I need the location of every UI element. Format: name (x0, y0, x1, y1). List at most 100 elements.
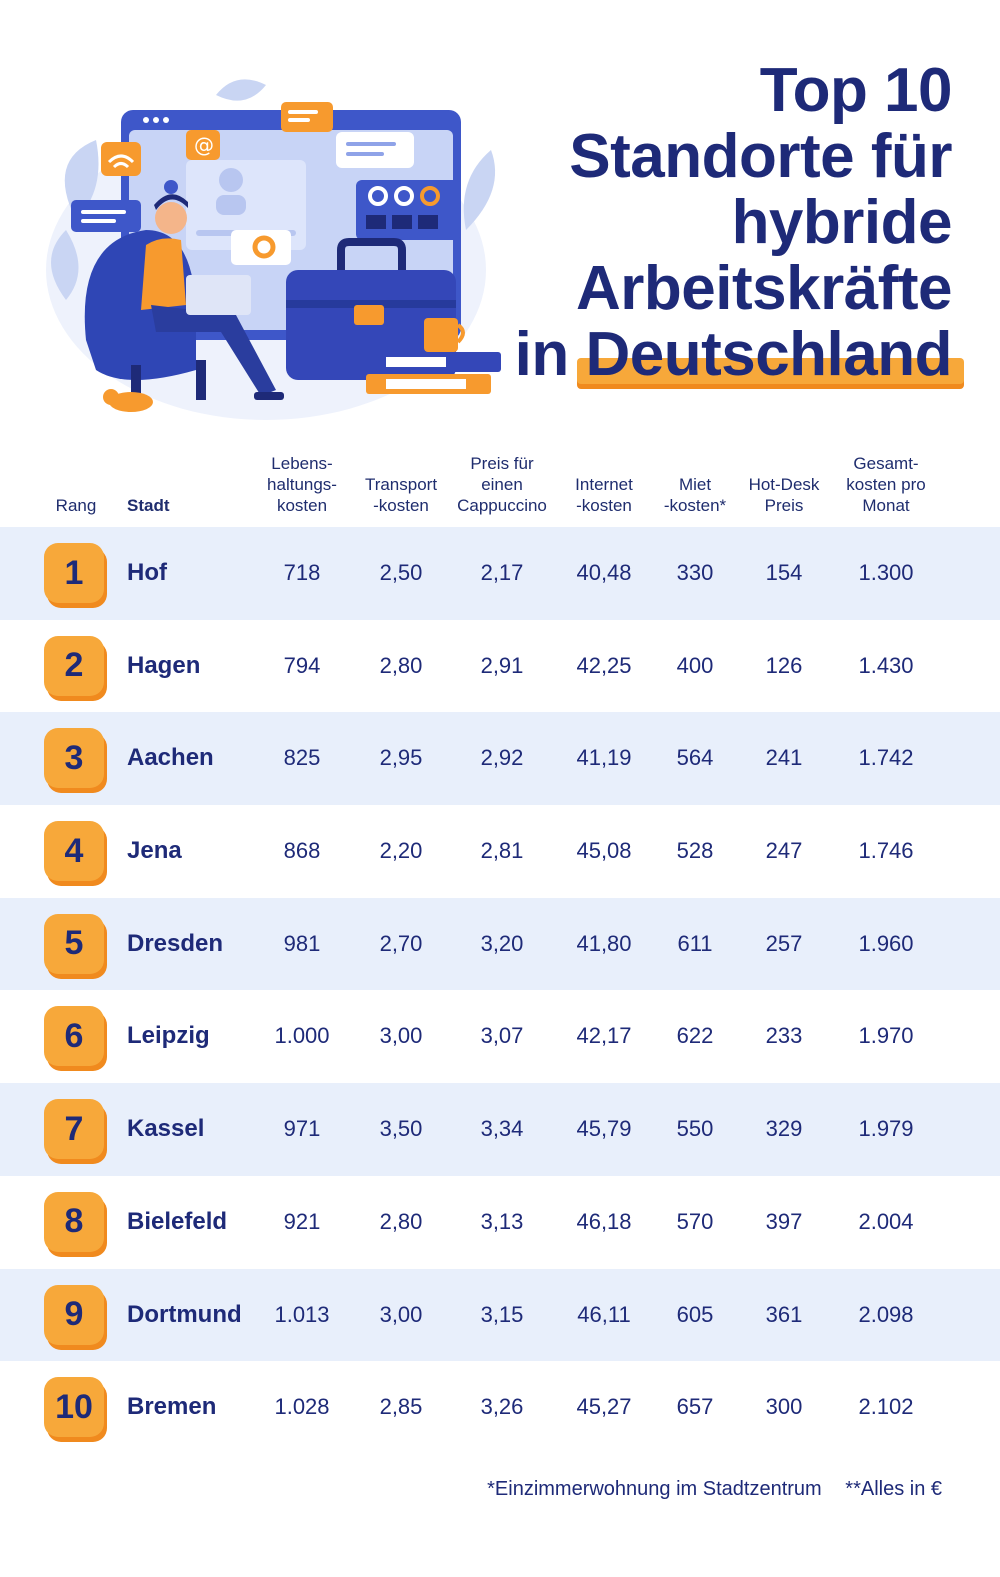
cell-miete: 657 (676, 1394, 714, 1420)
table-row: 8 Bielefeld 921 2,80 3,13 46,18 570 397 … (0, 1176, 1000, 1269)
city-name: Leipzig (127, 1022, 210, 1050)
rank-badge: 3 (44, 728, 104, 789)
cell-lebenshaltung: 868 (283, 838, 321, 864)
cell-miete: 611 (677, 930, 713, 956)
table-row: 6 Leipzig 1.000 3,00 3,07 42,17 622 233 … (0, 990, 1000, 1083)
header-transport: Transport -kosten (365, 474, 437, 516)
cell-internet: 42,25 (576, 652, 632, 678)
header-gesamt: Gesamt- kosten pro Monat (846, 453, 925, 516)
footnote-apartment: *Einzimmerwohnung im Stadtzentrum (487, 1478, 822, 1500)
table-row: 9 Dortmund 1.013 3,00 3,15 46,11 605 361… (0, 1268, 1000, 1362)
cell-internet: 46,18 (576, 1208, 632, 1234)
cell-gesamt: 1.300 (858, 560, 914, 585)
city-name: Jena (127, 837, 182, 865)
rank-badge: 8 (44, 1191, 104, 1252)
header-line: kosten pro (846, 475, 926, 494)
header-line: -kosten (373, 496, 429, 515)
rank-badge: 9 (44, 1284, 104, 1345)
header-line: Preis (764, 496, 804, 515)
cell-transport: 2,20 (379, 838, 423, 864)
title-highlight-text: Deutschland (585, 320, 952, 389)
header-stadt: Stadt (127, 496, 170, 515)
cell-hotdesk: 154 (765, 560, 803, 585)
table-row: 2 Hagen 794 2,80 2,91 42,25 400 126 1.43… (0, 620, 1000, 713)
cell-transport: 2,80 (379, 1208, 423, 1234)
table-row: 3 Aachen 825 2,95 2,92 41,19 564 241 1.7… (0, 712, 1000, 806)
header-line: Lebens- (271, 454, 333, 473)
rank-badge: 1 (44, 543, 104, 603)
cell-transport: 2,95 (379, 745, 423, 771)
cell-gesamt: 1.979 (858, 1116, 914, 1142)
table-row: 10 Bremen 1.028 2,85 3,26 45,27 657 300 … (0, 1361, 1000, 1454)
cell-cappuccino: 3,15 (480, 1301, 524, 1327)
cell-cappuccino: 3,26 (480, 1394, 524, 1420)
cell-miete: 570 (676, 1208, 714, 1234)
cell-hotdesk: 257 (765, 930, 803, 956)
cell-hotdesk: 300 (765, 1394, 803, 1420)
header-lebenshaltung: Lebens- haltungs- kosten (267, 453, 337, 516)
cell-internet: 46,11 (577, 1301, 631, 1327)
cell-internet: 42,17 (576, 1023, 632, 1049)
cell-gesamt: 2.102 (858, 1394, 914, 1420)
highlight-bar (577, 358, 964, 384)
cell-gesamt: 1.746 (858, 838, 914, 864)
cell-transport: 2,80 (379, 652, 423, 678)
rank-badge: 6 (44, 1006, 104, 1067)
cell-internet: 45,27 (576, 1394, 632, 1420)
cell-hotdesk: 241 (765, 745, 803, 771)
title-line-5: in Deutschland (514, 320, 964, 389)
cell-gesamt: 1.430 (858, 652, 914, 678)
rank-badge: 2 (44, 635, 104, 696)
rank-badge: 7 (44, 1099, 104, 1160)
cell-hotdesk: 329 (765, 1116, 803, 1142)
header-miete: Miet -kosten* (664, 474, 726, 516)
cell-miete: 605 (676, 1301, 714, 1327)
city-name: Bielefeld (127, 1207, 228, 1235)
header-hotdesk: Hot-Desk Preis (749, 474, 820, 516)
cell-miete: 622 (676, 1023, 714, 1049)
cell-transport: 2,85 (379, 1394, 423, 1420)
city-name: Hagen (127, 651, 201, 679)
city-name: Dresden (127, 929, 224, 957)
cell-cappuccino: 2,81 (480, 838, 524, 864)
header-line: -kosten (576, 496, 632, 515)
title-line-4: Arbeitskräfte (576, 254, 952, 323)
cell-lebenshaltung: 1.013 (274, 1301, 330, 1327)
table-row: 1 Hof 718 2,50 2,17 40,48 330 154 1.300 (0, 527, 1000, 620)
city-name: Kassel (127, 1115, 205, 1143)
cell-transport: 2,70 (379, 930, 423, 956)
cell-lebenshaltung: 1.028 (274, 1394, 330, 1420)
cell-cappuccino: 3,20 (480, 930, 524, 956)
header-line: Internet (575, 475, 633, 494)
cell-cappuccino: 3,07 (480, 1023, 524, 1049)
footnote-currency: **Alles in € (845, 1478, 942, 1500)
cell-miete: 400 (676, 652, 714, 678)
remote-work-illustration: @ (46, 79, 501, 420)
cell-transport: 2,50 (379, 560, 423, 585)
header-line: Miet (678, 475, 712, 494)
title-prefix: in (514, 320, 570, 389)
cell-lebenshaltung: 921 (283, 1208, 321, 1234)
cell-lebenshaltung: 1.000 (274, 1023, 330, 1049)
cell-hotdesk: 126 (765, 652, 803, 678)
city-name: Bremen (127, 1393, 217, 1421)
cell-miete: 550 (676, 1116, 714, 1142)
cell-lebenshaltung: 794 (283, 652, 321, 678)
cell-gesamt: 1.960 (858, 930, 914, 956)
table-row: 5 Dresden 981 2,70 3,20 41,80 611 257 1.… (0, 897, 1000, 991)
header-line: Monat (862, 496, 910, 515)
cell-internet: 40,48 (576, 560, 632, 585)
cell-miete: 330 (676, 560, 714, 585)
header-line: Hot-Desk (748, 475, 820, 494)
title-line-2: Standorte für (569, 122, 952, 191)
rank-badge: 10 (44, 1377, 104, 1438)
title-line-1: Top 10 (759, 56, 953, 125)
header-line: Preis für (470, 454, 534, 473)
cell-gesamt: 2.098 (858, 1301, 914, 1327)
rank-badge: 4 (44, 821, 104, 882)
header-line: haltungs- (267, 475, 337, 494)
cell-cappuccino: 2,17 (480, 560, 524, 585)
city-name: Hof (127, 559, 167, 586)
cell-lebenshaltung: 825 (283, 745, 321, 771)
footnote: *Einzimmerwohnung im Stadtzentrum **Alle… (487, 1478, 942, 1501)
